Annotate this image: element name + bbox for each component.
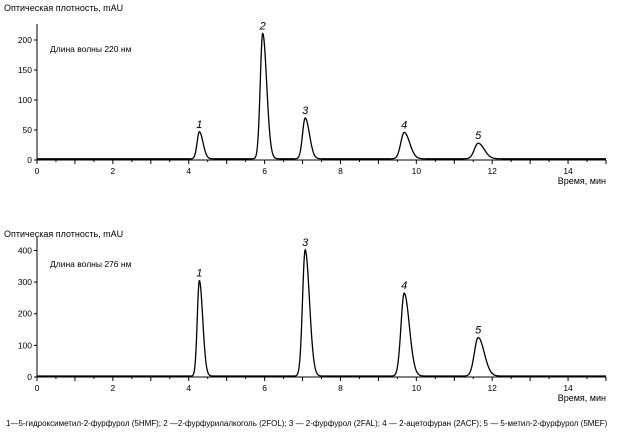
figure-caption: 1—5-гидроксиметил-2-фурфурол (5HMF); 2 —…	[6, 419, 608, 428]
y-axis-label: Оптическая плотность, mAU	[4, 3, 123, 13]
y-tick-label: 0	[27, 372, 32, 382]
y-axis-label: Оптическая плотность, mAU	[4, 229, 123, 239]
wavelength-annotation: Длина волны 276 нм	[50, 259, 132, 269]
x-tick-label: 10	[412, 383, 422, 393]
y-tick-label: 300	[18, 277, 32, 287]
peak-label-5: 5	[475, 324, 482, 336]
peak-label-3: 3	[302, 237, 309, 249]
x-tick-label: 12	[487, 166, 497, 176]
y-tick-label: 200	[18, 309, 32, 319]
y-tick-label: 400	[18, 245, 32, 255]
chromatogram-trace	[37, 32, 606, 160]
y-tick-label: 100	[18, 340, 32, 350]
chromatogram-trace	[37, 248, 606, 377]
y-tick-label: 0	[27, 155, 32, 165]
x-tick-label: 12	[487, 383, 497, 393]
y-tick-label: 100	[18, 95, 32, 105]
x-tick-label: 0	[35, 383, 40, 393]
peak-label-3: 3	[302, 105, 309, 117]
peak-label-4: 4	[401, 280, 407, 292]
x-tick-label: 10	[412, 166, 422, 176]
y-tick-label: 200	[18, 35, 32, 45]
x-tick-label: 6	[262, 383, 267, 393]
wavelength-annotation: Длина волны 220 нм	[50, 44, 132, 54]
x-tick-label: 0	[35, 166, 40, 176]
peak-label-4: 4	[401, 119, 407, 131]
x-tick-label: 2	[110, 383, 115, 393]
x-tick-label: 14	[563, 166, 573, 176]
peak-label-2: 2	[259, 20, 266, 32]
y-tick-label: 50	[23, 125, 33, 135]
x-tick-label: 8	[338, 383, 343, 393]
x-tick-label: 6	[262, 166, 267, 176]
x-tick-label: 14	[563, 383, 573, 393]
x-axis-label: Время, мин	[558, 176, 606, 186]
peak-label-1: 1	[196, 268, 202, 280]
x-axis-label: Время, мин	[558, 393, 606, 403]
x-tick-label: 2	[110, 166, 115, 176]
x-tick-label: 4	[186, 166, 191, 176]
peak-label-1: 1	[196, 119, 202, 131]
x-tick-label: 4	[186, 383, 191, 393]
peak-label-5: 5	[475, 130, 482, 142]
y-tick-label: 150	[18, 65, 32, 75]
x-tick-label: 8	[338, 166, 343, 176]
